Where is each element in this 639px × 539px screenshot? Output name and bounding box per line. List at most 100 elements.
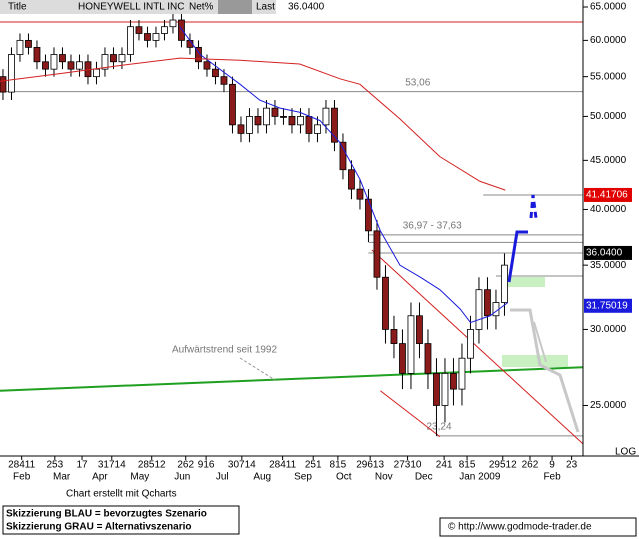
- level-label: 36,97 - 37,63: [403, 221, 462, 232]
- x-tick-label: 262: [522, 460, 539, 471]
- target-zone: [502, 355, 568, 367]
- candle-body: [475, 289, 483, 330]
- target-zone: [505, 277, 545, 287]
- price-tag-label: 41.41706: [586, 190, 628, 201]
- candle-body: [441, 372, 449, 406]
- candle-body: [33, 46, 41, 63]
- candle-body: [93, 68, 100, 78]
- header-label: Title: [8, 2, 27, 13]
- candle-body: [271, 107, 279, 117]
- month-label: May: [130, 472, 149, 483]
- month-label: Dec: [415, 472, 433, 483]
- level-label: 23,24: [426, 422, 451, 433]
- y-tick-label: 40.0000: [590, 204, 627, 215]
- candle-body: [246, 116, 253, 134]
- month-label: Aug: [253, 472, 271, 483]
- x-tick-label: 262: [177, 460, 194, 471]
- x-tick-label: 29512: [489, 460, 517, 471]
- candle-body: [67, 61, 75, 70]
- candle-body: [254, 116, 262, 126]
- trend-line: [371, 249, 584, 445]
- x-tick-label: 17: [76, 460, 88, 471]
- price-tag-label: 36.0400: [586, 248, 623, 259]
- candle-body: [339, 141, 347, 171]
- preferred-scenario: [529, 194, 538, 219]
- alt-scenario: [510, 308, 580, 433]
- candle-body: [501, 264, 508, 303]
- y-tick-label: 55.0000: [590, 71, 627, 82]
- candle-body: [356, 188, 364, 200]
- candle-body: [144, 33, 151, 41]
- note: Skizzierung BLAU = bevorzugtes Szenario: [6, 509, 207, 520]
- candle-body: [458, 357, 466, 390]
- candle-body: [118, 54, 126, 63]
- candle-body: [467, 329, 474, 359]
- candle-body: [263, 107, 270, 126]
- month-label: Feb: [543, 472, 561, 483]
- candle-body: [407, 315, 415, 374]
- header-bar: [0, 0, 276, 14]
- candle-body: [220, 76, 228, 85]
- candle-body: [50, 54, 58, 70]
- annotation: Aufwärtstrend seit 1992: [172, 345, 277, 356]
- candle-body: [297, 116, 304, 126]
- candle-body: [8, 54, 15, 93]
- candle-body: [42, 61, 49, 70]
- month-label: Jun: [174, 472, 190, 483]
- candle-body: [127, 26, 134, 55]
- candle-body: [101, 54, 109, 70]
- candle-body: [433, 372, 440, 406]
- header-label: Net%: [189, 2, 214, 13]
- month-label: Sep: [294, 472, 312, 483]
- header-label: Last: [256, 2, 275, 13]
- price-tag: [584, 187, 632, 202]
- x-tick-label: 28411: [8, 460, 36, 471]
- preferred-scenario: [507, 230, 528, 283]
- trend-line: [380, 390, 441, 438]
- x-tick-label: 31714: [98, 460, 126, 471]
- candle-body: [492, 302, 500, 317]
- annotation-pointer: [239, 357, 276, 381]
- y-tick-label: 25.0000: [590, 400, 627, 411]
- plot-area: 53,06 36,97 - 37,63 23,24: [0, 13, 584, 445]
- candle-body: [399, 343, 406, 374]
- alt-scenario: [533, 321, 547, 363]
- header-field: [218, 0, 252, 14]
- candle-body: [390, 329, 398, 344]
- candle-body: [450, 372, 457, 390]
- x-tick-label: 23: [566, 460, 578, 471]
- y-tick-label: 30.0000: [590, 324, 627, 335]
- x-tick-label: 28512: [138, 460, 166, 471]
- candle-body: [25, 39, 32, 48]
- legend-box: [2, 505, 240, 535]
- candle-body: [365, 198, 372, 232]
- candle-body: [348, 169, 355, 190]
- x-tick-label: 815: [459, 460, 476, 471]
- copyright: © http://www.godmode-trader.de: [448, 522, 592, 533]
- candle-body: [76, 61, 83, 70]
- candle-body: [424, 343, 432, 374]
- candle-body: [16, 39, 24, 55]
- candle-body: [135, 26, 143, 34]
- price-tag-label: 31.75019: [586, 300, 628, 311]
- candle-body: [229, 83, 236, 126]
- candle-body: [373, 230, 381, 278]
- y-tick-label: 45.0000: [590, 155, 627, 166]
- month-label: Apr: [92, 472, 108, 483]
- x-tick-label: 30714: [228, 460, 256, 471]
- price-tag: [584, 298, 632, 313]
- candle-body: [161, 26, 168, 34]
- candle-body: [416, 315, 423, 344]
- candle-body: [195, 46, 202, 63]
- candle-body: [178, 19, 185, 41]
- candle-body: [484, 289, 491, 317]
- header-value: 36.0400: [288, 2, 325, 13]
- y-tick-label: 35.0000: [590, 260, 627, 271]
- candle-body: [0, 76, 7, 93]
- level-label: 53,06: [405, 77, 430, 88]
- x-tick-label: 9: [549, 460, 555, 471]
- candle-body: [110, 54, 117, 63]
- month-label: Jul: [216, 472, 229, 483]
